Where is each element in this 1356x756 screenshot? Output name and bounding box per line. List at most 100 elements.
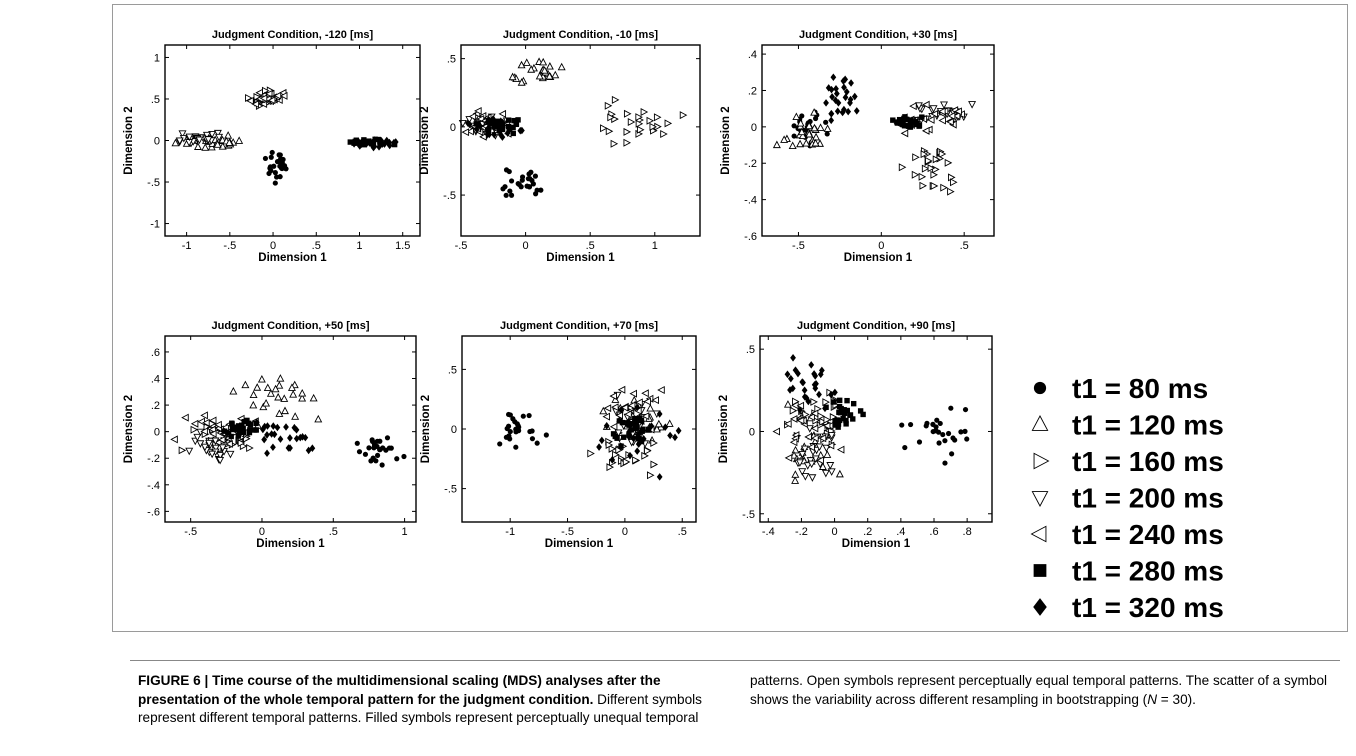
y-tick-label: -.2 [744,158,757,170]
x-tick-label: 0 [523,240,529,252]
data-point [610,139,619,148]
y-tick-label: -.4 [147,480,160,492]
plot-area-border [460,44,701,237]
scatter-panel: -1 -.5 0 .5 1 1.5 -1 -.5 0 .5 1 Judgment Condition,… [123,29,421,264]
data-point [225,430,231,436]
data-point [497,441,503,447]
data-point [822,421,831,430]
data-point [609,456,616,464]
data-point [633,420,640,429]
data-point [269,149,275,156]
data-point [923,423,929,429]
data-point [932,165,940,174]
data-point [808,361,815,369]
data-point [933,424,939,430]
x-tick-label: 1 [402,526,408,538]
x-tick-label: 0 [259,526,265,538]
legend-label: t1 = 160 ms [1072,446,1224,477]
data-point [539,57,548,66]
x-tick-label: -.5 [792,240,805,252]
data-point [833,84,839,93]
data-point [828,116,835,125]
data-point [276,374,285,382]
data-point [249,400,258,409]
data-point [792,112,801,121]
y-tick-label: -.5 [443,190,456,202]
data-point [377,446,383,453]
data-point [822,398,830,407]
data-point [616,418,623,424]
data-point [347,139,353,145]
data-point [968,101,977,109]
data-point [646,471,655,480]
data-point [675,426,682,435]
data-point [784,419,792,428]
data-point [384,435,391,441]
data-point [640,426,646,434]
data-point [789,406,798,415]
data-point [909,102,917,111]
data-point [195,136,204,145]
data-point [498,109,507,118]
y-axis-label: Dimension 2 [718,395,730,463]
data-point [797,127,806,136]
data-point [538,187,544,193]
data-point [626,420,632,429]
data-point [836,397,843,404]
x-axis-label: Dimension 1 [545,538,614,550]
data-point [816,123,825,131]
data-point [811,380,818,389]
data-point [251,427,258,433]
legend-marker [1033,381,1047,395]
data-point [662,423,669,431]
data-point [309,393,318,402]
data-point [621,434,627,440]
data-point [772,427,780,436]
data-point [477,122,484,131]
data-point [802,410,810,419]
data-point [272,170,278,176]
y-axis-label: Dimension 2 [123,106,135,174]
data-point [890,117,896,123]
data-point [898,163,907,172]
data-point [641,412,650,421]
data-point [772,140,781,149]
data-point [823,99,829,107]
data-point [193,142,202,150]
data-point [902,444,908,451]
data-point [649,122,658,131]
data-point [287,383,296,391]
data-point [830,73,837,82]
data-point [241,380,250,389]
data-point [845,107,852,116]
data-point [479,132,487,141]
data-point [635,440,642,448]
x-tick-label: .6 [929,526,938,538]
x-tick-label: .5 [329,526,338,538]
data-point [233,425,239,433]
data-point [253,383,262,391]
data-point [270,443,276,452]
data-point [171,138,180,147]
data-point [823,450,832,458]
data-point [789,438,798,447]
data-point [627,401,636,410]
data-point [363,139,370,148]
data-point [620,403,629,412]
data-points [170,374,407,468]
caption-title: Time course of the multidimensional scal… [138,673,661,707]
data-point [499,133,506,141]
data-point [507,429,513,435]
data-point [801,473,810,481]
data-point [241,418,247,425]
data-point [841,407,847,413]
scatter-panel: -1 -.5 0 .5 -.5 0 .5 Judgment Condition, +70 [m… [420,320,697,550]
data-point [798,131,807,139]
y-axis-label: Dimension 2 [419,106,431,174]
data-point [656,473,663,481]
data-points [458,57,688,198]
data-point [818,434,827,443]
data-point [208,425,217,434]
data-point [170,435,178,444]
data-point [270,422,277,430]
